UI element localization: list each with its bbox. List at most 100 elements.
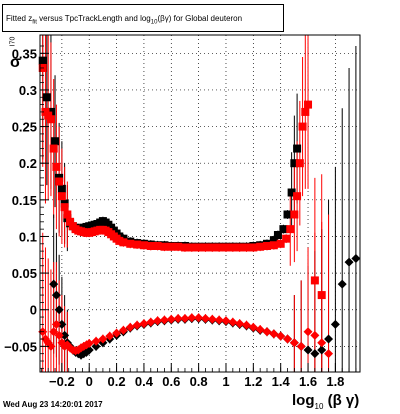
data-point-square xyxy=(139,241,148,250)
data-point-diamond xyxy=(173,314,183,324)
data-markers xyxy=(38,56,361,360)
data-point-square xyxy=(282,234,291,243)
data-point-square xyxy=(290,159,299,168)
data-point-diamond xyxy=(159,315,169,325)
data-point-square xyxy=(160,242,169,251)
data-point-square xyxy=(263,241,272,250)
data-point-diamond xyxy=(57,319,67,329)
x-axis-label-main: log xyxy=(292,392,315,409)
data-point-diamond xyxy=(112,328,122,338)
x-tick-label: 0 xyxy=(86,374,93,389)
data-point-diamond xyxy=(49,327,59,337)
data-point-square xyxy=(133,240,142,249)
data-point-diamond xyxy=(54,330,64,340)
data-point-square xyxy=(194,243,203,252)
data-point-diamond xyxy=(324,349,334,359)
data-point-square xyxy=(287,188,296,197)
title-pre: Fitted z xyxy=(6,14,33,23)
y-tick-label: 0.25 xyxy=(12,120,37,135)
data-point-square xyxy=(293,192,302,201)
y-axis-label-main: σ xyxy=(10,54,21,71)
data-point-square xyxy=(55,177,64,186)
x-tick-label: 0.6 xyxy=(162,374,180,389)
data-point-diamond xyxy=(54,305,64,315)
data-point-square xyxy=(174,242,183,251)
data-point-square xyxy=(208,243,217,252)
data-point-diamond xyxy=(146,317,156,327)
y-tick-label: −0.05 xyxy=(4,339,37,354)
x-tick-label: 1.8 xyxy=(326,374,344,389)
data-point-diamond xyxy=(269,329,279,339)
data-point-square xyxy=(290,210,299,219)
data-point-diamond xyxy=(51,319,61,329)
x-tick-label: 1.4 xyxy=(272,374,291,389)
data-point-square xyxy=(249,243,258,252)
data-point-square xyxy=(187,243,196,252)
title-mid: versus TpcTrackLength and log xyxy=(36,14,151,23)
data-point-square xyxy=(273,231,282,240)
data-point-diamond xyxy=(317,345,327,355)
data-point-diamond xyxy=(337,279,347,289)
data-point-diamond xyxy=(91,341,101,351)
data-point-diamond xyxy=(248,322,258,332)
data-point-square xyxy=(304,100,313,109)
data-point-diamond xyxy=(310,330,320,340)
data-point-square xyxy=(235,243,244,252)
data-point-diamond xyxy=(344,257,354,267)
data-point-square xyxy=(310,276,319,285)
data-point-square xyxy=(51,137,60,146)
data-point-diamond xyxy=(289,338,299,348)
x-axis-label: log10 (β γ) xyxy=(292,392,359,411)
data-point-square xyxy=(269,241,278,250)
data-point-diamond xyxy=(194,313,204,323)
data-point-diamond xyxy=(283,334,293,344)
data-point-square xyxy=(286,225,295,234)
data-point-square xyxy=(180,243,189,252)
data-point-diamond xyxy=(351,253,361,263)
data-point-square xyxy=(298,122,307,131)
data-point-diamond xyxy=(98,334,108,344)
data-point-square xyxy=(119,238,128,247)
data-point-diamond xyxy=(262,327,272,337)
y-tick-label: 0.1 xyxy=(19,229,37,244)
data-point-diamond xyxy=(276,331,286,341)
x-tick-label: 1.6 xyxy=(299,374,317,389)
data-point-diamond xyxy=(187,313,197,323)
data-point-diamond xyxy=(84,338,94,348)
data-point-square xyxy=(269,236,278,245)
data-point-diamond xyxy=(255,325,265,335)
title-sub: fit xyxy=(32,19,37,26)
y-axis-label-sub: I70 xyxy=(9,36,17,47)
data-point-square xyxy=(46,115,55,124)
title-sub2: 10 xyxy=(150,19,158,26)
axis-ticks xyxy=(40,45,357,372)
data-point-diamond xyxy=(241,320,251,330)
data-point-diamond xyxy=(214,315,224,325)
title-post: (βγ) for Global deuteron xyxy=(157,14,243,23)
x-tick-label: 1.2 xyxy=(244,374,262,389)
data-point-diamond xyxy=(91,336,101,346)
data-point-square xyxy=(215,243,224,252)
data-point-diamond xyxy=(200,314,210,324)
data-point-diamond xyxy=(296,341,306,351)
y-tick-label: 0.2 xyxy=(19,156,37,171)
x-tick-label: 0.8 xyxy=(190,374,208,389)
data-point-diamond xyxy=(317,338,327,348)
data-point-diamond xyxy=(132,320,142,330)
y-tick-label: 0 xyxy=(30,303,37,318)
timestamp-footer: Wed Aug 23 14:20:01 2017 xyxy=(3,400,103,409)
data-point-diamond xyxy=(49,279,59,289)
data-point-square xyxy=(126,239,135,248)
y-tick-label: 0.15 xyxy=(12,193,37,208)
data-point-square xyxy=(301,107,310,116)
data-point-diamond xyxy=(118,325,128,335)
data-point-diamond xyxy=(180,314,190,324)
data-point-diamond xyxy=(125,322,135,332)
data-point-diamond xyxy=(310,349,320,359)
data-point-diamond xyxy=(207,314,217,324)
data-point-square xyxy=(295,159,304,168)
x-tick-label: 0.4 xyxy=(135,374,154,389)
data-point-diamond xyxy=(303,345,313,355)
data-point-square xyxy=(228,243,237,252)
